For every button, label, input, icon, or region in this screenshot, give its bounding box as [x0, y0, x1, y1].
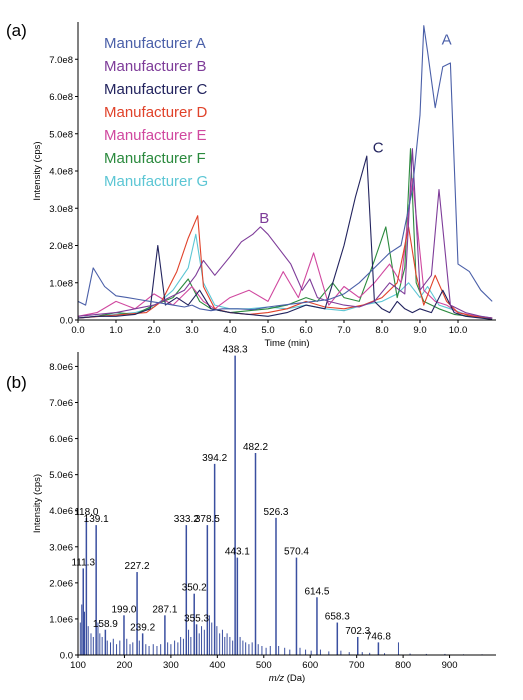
- peak-label: 139.1: [84, 514, 109, 525]
- mass-spectrum-x-axis-title-unit: (Da): [284, 673, 305, 684]
- series-line: [77, 148, 493, 319]
- chromatogram-y-axis-title: Intensity (cps): [32, 141, 43, 200]
- legend-entry: Manufacturer C: [104, 81, 208, 98]
- peak-label: 350.2: [182, 583, 207, 594]
- y-tick-label: 2.0e8: [49, 241, 73, 252]
- x-tick-label: 800: [395, 660, 411, 671]
- peak-label: 658.3: [325, 612, 350, 623]
- peak-label: 394.2: [202, 453, 227, 464]
- x-tick-label: 400: [209, 660, 225, 671]
- peak-label: 333.2: [174, 514, 199, 525]
- chromatogram-chart: 0.0 1.0 2.0 3.0 4.0 5.0 6.0 7.0 8.0 9.0 10.0 0.0 1.…: [32, 22, 496, 349]
- x-tick-label: 10.0: [449, 325, 468, 336]
- peak-label: 111.3: [71, 557, 95, 568]
- x-tick-label: 3.0: [185, 325, 198, 336]
- legend-entry: Manufacturer B: [104, 58, 207, 75]
- legend-entry: Manufacturer F: [104, 150, 206, 167]
- peak-label: 702.3: [345, 626, 370, 637]
- peak-label: 355.3: [184, 613, 209, 624]
- series-line: [77, 155, 493, 320]
- peak-label: 118.0: [74, 507, 99, 518]
- x-tick-label: 5.0: [261, 325, 274, 336]
- y-tick-label: 0.0: [60, 651, 73, 662]
- mass-spectrum-y-ticks: 0.0 1.0e6 2.0e6 3.0e6 4.0e6 5.0e6 6.0e6 7.0e6 8.…: [49, 362, 78, 662]
- legend-entry: Manufacturer A: [104, 35, 206, 52]
- peak-label: 614.5: [304, 586, 329, 597]
- y-tick-label: 8.0e6: [49, 362, 73, 373]
- y-tick-label: 4.0e8: [49, 167, 73, 178]
- chromatogram-x-axis-title: Time (min): [264, 338, 309, 349]
- x-tick-label: 1.0: [109, 325, 122, 336]
- panel-b-label: (b): [6, 373, 27, 392]
- series-line: [77, 25, 493, 312]
- chromatogram-legend: Manufacturer A Manufacturer B Manufacturer…: [104, 35, 208, 190]
- legend-entry: Manufacturer D: [104, 104, 208, 121]
- y-tick-label: 5.0e8: [49, 129, 73, 140]
- x-tick-label: 500: [256, 660, 272, 671]
- mass-spectrum-x-ticks: 100 200 300 400 500 600 700 800 900: [70, 655, 457, 671]
- x-tick-label: 4.0: [223, 325, 236, 336]
- legend-entry: Manufacturer G: [104, 173, 208, 190]
- peak-label: 482.2: [243, 442, 268, 453]
- legend-entry: Manufacturer E: [104, 127, 207, 144]
- x-tick-label: 9.0: [413, 325, 426, 336]
- y-tick-label: 1.0e6: [49, 614, 73, 625]
- y-tick-label: 5.0e6: [49, 470, 73, 481]
- x-tick-label: 700: [349, 660, 365, 671]
- mass-spectrum-x-axis-title-mz: m/z: [269, 673, 285, 684]
- peak-label: 570.4: [284, 547, 309, 558]
- peak-label: 526.3: [263, 507, 288, 518]
- x-tick-label: 300: [163, 660, 179, 671]
- x-tick-label: 200: [117, 660, 133, 671]
- y-tick-label: 3.0e6: [49, 542, 73, 553]
- mass-spectrum-x-axis-title: m/z (Da): [269, 673, 305, 684]
- peak-label: 227.2: [125, 561, 150, 572]
- panel-a-label: (a): [6, 21, 27, 40]
- y-tick-label: 1.0e8: [49, 278, 73, 289]
- peak-label: 287.1: [152, 604, 177, 615]
- peak-label: 239.2: [130, 622, 155, 633]
- peak-label: 443.1: [225, 547, 250, 558]
- x-tick-label: 100: [70, 660, 86, 671]
- chromatogram-y-ticks: 0.0 1.0e8 2.0e8 3.0e8 4.0e8 5.0e8 6.0e8 7.0e8: [49, 55, 78, 327]
- y-tick-label: 7.0e6: [49, 398, 73, 409]
- series-line: [77, 215, 493, 319]
- x-tick-label: 6.0: [299, 325, 312, 336]
- peak-label: 378.5: [195, 514, 220, 525]
- chromatogram-plot-area: [77, 25, 493, 320]
- peak-annotation: C: [373, 139, 384, 156]
- x-tick-label: 8.0: [375, 325, 388, 336]
- y-tick-label: 6.0e8: [49, 92, 73, 103]
- y-tick-label: 3.0e8: [49, 204, 73, 215]
- peak-label: 438.3: [223, 345, 248, 356]
- x-tick-label: 2.0: [147, 325, 160, 336]
- y-tick-label: 7.0e8: [49, 55, 73, 66]
- peak-annotation: A: [442, 31, 452, 48]
- peak-label: 158.9: [93, 619, 118, 630]
- series-line: [77, 177, 493, 319]
- y-tick-label: 2.0e6: [49, 578, 73, 589]
- x-tick-label: 7.0: [337, 325, 350, 336]
- peak-annotation: B: [259, 210, 269, 227]
- peak-label: 199.0: [111, 604, 136, 615]
- y-tick-label: 0.0: [60, 316, 73, 327]
- x-tick-label: 600: [302, 660, 318, 671]
- x-tick-label: 0.0: [71, 325, 84, 336]
- x-tick-label: 900: [442, 660, 458, 671]
- peak-label: 746.8: [366, 631, 391, 642]
- y-tick-label: 6.0e6: [49, 434, 73, 445]
- y-tick-label: 4.0e6: [49, 506, 73, 517]
- mass-spectrum-y-axis-title: Intensity (cps): [32, 474, 43, 533]
- chromatogram-annotations: A B C: [259, 31, 451, 227]
- chromatogram-x-ticks: 0.0 1.0 2.0 3.0 4.0 5.0 6.0 7.0 8.0 9.0 10.0: [71, 320, 467, 336]
